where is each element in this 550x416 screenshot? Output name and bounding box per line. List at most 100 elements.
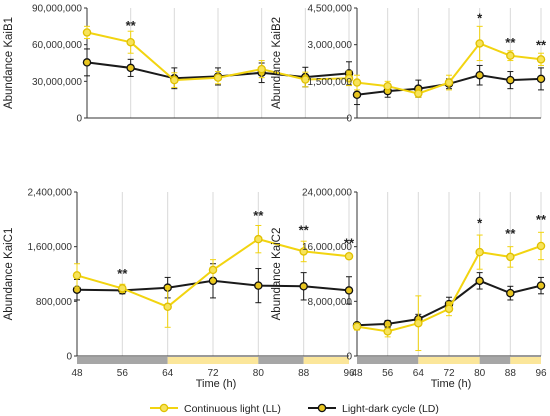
x-tick-label: 96	[535, 368, 547, 379]
data-point	[118, 284, 127, 293]
chart-panel-top-left: 0 30,000,000 60,000,000 90,000,000 Abundance…	[3, 4, 354, 125]
legend-marker-ll	[159, 403, 169, 413]
legend-label-ll: Continuous light (LL)	[184, 403, 281, 415]
data-point	[344, 286, 354, 295]
data-point	[475, 39, 484, 48]
data-point	[208, 265, 218, 275]
x-tick-label: 64	[413, 368, 425, 379]
legend-marker-ld	[317, 403, 327, 413]
data-point	[254, 234, 263, 244]
y-tick-label: 0	[346, 114, 352, 125]
data-point	[475, 276, 484, 286]
data-point	[414, 89, 423, 98]
light-dark-bar-light-1	[167, 357, 259, 364]
light-dark-bar-dark-2	[258, 357, 304, 364]
x-tick-label: 80	[474, 368, 486, 379]
significance-marker: **	[505, 226, 516, 241]
significance-marker: *	[477, 216, 483, 231]
data-point	[475, 70, 484, 80]
data-point	[126, 37, 135, 47]
series-ll	[82, 25, 354, 88]
y-tick-label: 800,000	[36, 297, 73, 308]
y-tick-label: 30,000,000	[32, 77, 82, 88]
y-axis-label: Abundance KaiC2	[271, 228, 283, 321]
data-point	[352, 78, 362, 87]
legend: Continuous light (LL) Light-dark cycle (L…	[150, 403, 439, 415]
x-axis-label-right: Time (h)	[431, 378, 472, 390]
data-point	[344, 74, 354, 83]
data-point	[126, 63, 135, 73]
data-point	[344, 251, 354, 261]
significance-marker: **	[126, 18, 137, 33]
x-tick-label: 64	[162, 368, 174, 379]
y-tick-label: 0	[76, 114, 82, 125]
x-tick-label: 80	[253, 368, 265, 379]
data-point	[536, 74, 546, 84]
x-tick-label: 88	[298, 368, 310, 379]
data-point	[536, 241, 546, 251]
series-ll	[352, 25, 546, 98]
legend-label-ld: Light-dark cycle (LD)	[342, 403, 439, 415]
light-dark-bar-light-1	[418, 357, 480, 364]
x-tick-label: 96	[343, 368, 355, 379]
light-dark-bar-light-3	[303, 357, 349, 364]
y-tick-label: 3,000,000	[308, 40, 353, 51]
significance-marker: **	[299, 222, 310, 237]
x-tick-label: 48	[351, 368, 363, 379]
y-tick-label: 2,400,000	[28, 188, 73, 199]
data-point	[506, 75, 515, 85]
x-tick-label: 48	[71, 368, 83, 379]
data-point	[444, 304, 454, 314]
data-point	[82, 58, 92, 67]
significance-marker: **	[117, 266, 128, 281]
light-dark-bar-light-3	[510, 357, 541, 364]
y-tick-label: 8,000,000	[308, 297, 353, 308]
data-point	[475, 247, 484, 257]
y-tick-label: 60,000,000	[32, 40, 82, 51]
significance-marker: **	[505, 35, 516, 50]
y-tick-label: 0	[346, 352, 352, 363]
data-point	[506, 288, 515, 298]
y-tick-label: 24,000,000	[302, 188, 352, 199]
x-tick-label: 88	[505, 368, 517, 379]
light-dark-bar-dark-0	[357, 357, 419, 364]
data-point	[299, 247, 308, 256]
significance-marker: *	[477, 11, 483, 26]
data-point	[383, 81, 392, 91]
significance-marker: **	[253, 208, 264, 223]
chart-panel-bottom-left: 0 800,000 1,600,000 2,400,000 48 56 64 72 80 88 96…	[3, 188, 355, 380]
x-tick-label: 56	[117, 368, 129, 379]
data-point	[163, 302, 172, 312]
light-dark-bar-dark-0	[77, 357, 168, 364]
significance-marker: **	[536, 212, 547, 227]
data-point	[301, 75, 310, 84]
series-ll	[352, 231, 546, 352]
data-point	[213, 73, 223, 82]
x-tick-label: 72	[207, 368, 219, 379]
significance-marker: **	[536, 38, 547, 53]
data-point	[299, 282, 308, 291]
data-point	[536, 55, 546, 64]
data-point	[82, 28, 92, 37]
data-point	[352, 322, 362, 331]
x-tick-label: 56	[382, 368, 394, 379]
y-tick-label: 16,000,000	[302, 242, 352, 253]
data-point	[170, 75, 179, 85]
y-tick-label: 4,500,000	[308, 4, 353, 15]
data-point	[72, 271, 82, 280]
y-axis-label: Abundance KaiB1	[3, 17, 15, 109]
y-axis-label: Abundance KaiC1	[3, 228, 15, 321]
light-dark-bar-dark-2	[479, 357, 511, 364]
chart-panel-bottom-right: 0 8,000,000 16,000,000 24,000,000 48 56 64 72 80…	[271, 188, 547, 380]
data-point	[257, 64, 266, 74]
data-point	[383, 327, 392, 336]
y-tick-label: 0	[66, 352, 72, 363]
series-ll	[72, 224, 354, 328]
data-point	[506, 51, 515, 60]
data-point	[506, 252, 515, 262]
data-point	[414, 318, 423, 328]
data-point	[444, 78, 454, 87]
data-point	[254, 281, 263, 290]
significance-marker: **	[344, 235, 355, 250]
